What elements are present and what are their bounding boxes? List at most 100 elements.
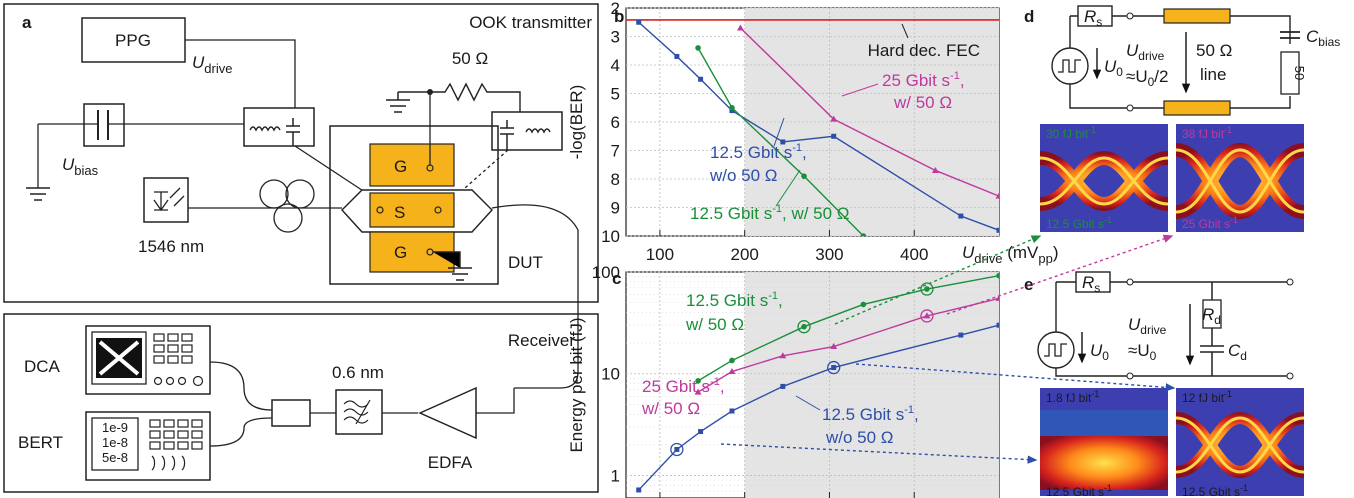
- bert-value-0: 1e-9: [102, 420, 128, 435]
- e-rd-resistor: [1202, 299, 1222, 329]
- x-tick-label: 300: [815, 245, 843, 264]
- data-point: [958, 213, 964, 219]
- pad-g-bottom-label: G: [394, 243, 407, 262]
- data-point: [995, 192, 999, 199]
- data-point: [636, 487, 642, 493]
- highlight-ring: [920, 282, 934, 296]
- data-point: [830, 115, 838, 122]
- y-tick-label: 6: [611, 113, 620, 132]
- data-point: [780, 383, 786, 389]
- c-series-label-blue: 12.5 Gbit s-1,: [822, 404, 919, 424]
- data-point: [729, 104, 735, 111]
- panel-b-ber-chart: b -log(BER) 2 3 4 5 6 7 8 9 10 100 200 300 400 Hard …: [567, 0, 1059, 266]
- d-eye-left-rate: 12.5 Gbit s-1: [1046, 215, 1112, 231]
- receiver-section: Receiver DCA BERT 1e-9 1e-8 5e-8: [3, 313, 599, 493]
- data-point: [698, 76, 704, 82]
- bert-value-2: 5e-8: [102, 450, 128, 465]
- dut-label: DUT: [508, 253, 543, 272]
- pad-g-top-label: G: [394, 157, 407, 176]
- ppg-label: PPG: [115, 31, 151, 50]
- data-point: [736, 24, 744, 31]
- highlight-ring: [670, 442, 684, 457]
- data-point: [729, 408, 735, 414]
- series-line-2: [638, 324, 999, 491]
- d-eye-right-rate: 25 Gbit s-1: [1182, 215, 1238, 231]
- y-tick-label: 5: [611, 85, 620, 104]
- panel-a: a OOK transmitter PPG Udrive Ubias 50 Ω …: [3, 3, 599, 389]
- data-point: [996, 272, 999, 279]
- filter-bandwidth-label: 0.6 nm: [332, 363, 384, 382]
- plot-b-ylabel: -log(BER): [567, 85, 586, 160]
- bias-capacitor-box: [83, 103, 125, 147]
- e-cd-label: Cd: [1228, 341, 1247, 363]
- data-point: [860, 301, 867, 308]
- c-series-label-blue-2: w/o 50 Ω: [825, 428, 894, 447]
- pad-signal: [369, 192, 455, 228]
- u-drive-label: Udrive: [192, 53, 232, 76]
- x-tick-label: 400: [900, 245, 928, 264]
- b-series-label-green: 12.5 Gbit s-1, w/ 50 Ω: [690, 203, 850, 223]
- polarization-controller-icon: [259, 179, 289, 209]
- fiber-splitter: [271, 399, 311, 427]
- highlight-ring: [797, 320, 811, 334]
- d-line-label-1: 50 Ω: [1196, 41, 1232, 60]
- series-line-1: [697, 297, 999, 393]
- series-line-1: [697, 47, 864, 236]
- transmitter-title: OOK transmitter: [469, 13, 592, 32]
- fec-label: Hard dec. FEC: [868, 41, 980, 60]
- pad-s-label: S: [394, 203, 405, 222]
- panel-label-a: a: [22, 13, 32, 32]
- y-tick-label: 1: [611, 466, 620, 485]
- data-point: [831, 133, 837, 139]
- e-rs-label: Rs: [1082, 273, 1100, 295]
- dca-label: DCA: [24, 357, 61, 376]
- data-point: [695, 45, 701, 51]
- data-point: [958, 332, 964, 338]
- e-rd-label: Rd: [1202, 305, 1221, 327]
- b-series-label-blue-2: w/o 50 Ω: [709, 166, 778, 185]
- data-point: [780, 139, 786, 145]
- y-tick-label: 10: [601, 365, 620, 384]
- y-tick-label: 2: [611, 0, 620, 18]
- data-point: [923, 312, 931, 319]
- data-point: [924, 286, 930, 292]
- y-tick-label: 100: [592, 263, 620, 282]
- data-point: [779, 352, 787, 359]
- d-udrive-label: Udrive: [1126, 41, 1165, 63]
- data-point: [830, 343, 838, 350]
- y-tick-label: 8: [611, 170, 620, 189]
- e-rs-resistor: [1075, 271, 1111, 293]
- data-point: [694, 388, 702, 395]
- d-eye-left: [1040, 124, 1168, 232]
- e-eye-left-energy: 1.8 fJ bit-1: [1046, 389, 1099, 405]
- panel-e: e Rs U0 Udrive ≈U0 Rd Cd 1.8 fJ bit-1 12…: [1024, 271, 1305, 498]
- highlight-ring: [827, 360, 841, 375]
- resistor-label: 50 Ω: [452, 49, 488, 68]
- dut-box: [329, 125, 499, 285]
- y-tick-label: 4: [611, 56, 620, 75]
- receiver-frame: [3, 313, 599, 493]
- data-point: [801, 173, 807, 179]
- d-cbias-label: Cbias: [1306, 27, 1340, 49]
- edfa-amplifier-icon: [418, 386, 477, 440]
- highlight-ring: [920, 309, 934, 323]
- output-fiber: [491, 204, 579, 389]
- data-point: [636, 19, 642, 25]
- b-series-label-blue: 12.5 Gbit s-1,: [710, 142, 807, 162]
- d-approx-label: ≈U0/2: [1126, 67, 1168, 89]
- data-point: [801, 323, 807, 330]
- d-rs-label: Rs: [1084, 7, 1102, 29]
- data-point: [695, 378, 701, 384]
- e-eye-right-rate: 12.5 Gbit s-1: [1182, 483, 1248, 498]
- series-line-0: [638, 21, 999, 231]
- optical-filter-icon: [335, 389, 383, 435]
- data-point: [674, 446, 680, 452]
- c-series-label-magenta: 25 Gbit s-1,: [642, 376, 725, 396]
- c-series-label-green-2: w/ 50 Ω: [685, 315, 744, 334]
- plot-c-ylabel: Energy per bit (fJ): [567, 317, 586, 452]
- series-line-0: [697, 274, 999, 382]
- d-line-label-2: line: [1200, 65, 1226, 84]
- connector-arrows: [720, 234, 1176, 464]
- d-term-label: 50: [1292, 66, 1307, 80]
- edfa-label: EDFA: [428, 453, 473, 472]
